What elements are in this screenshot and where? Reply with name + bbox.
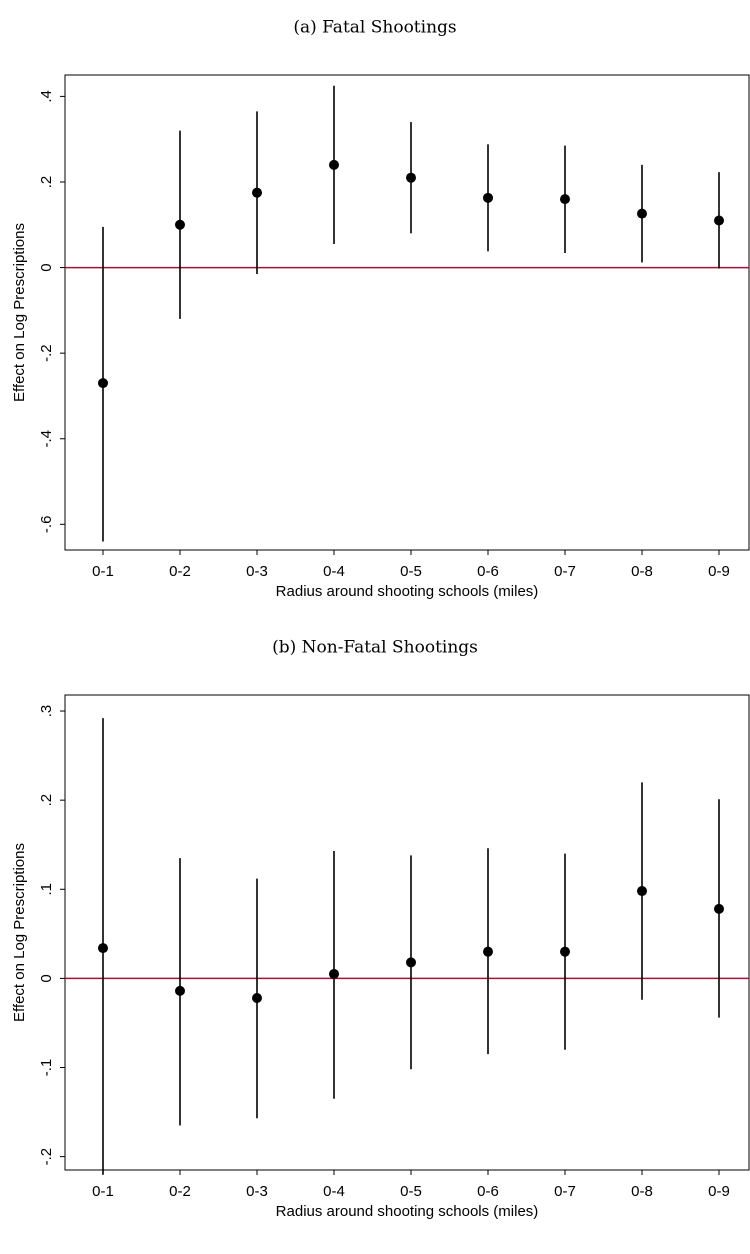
y-tick-label: -.2 (38, 1148, 55, 1166)
point-estimate (98, 943, 108, 954)
y-tick-label: 0 (38, 263, 55, 271)
x-tick-label: 0-6 (477, 1183, 499, 1200)
x-tick-label: 0-1 (92, 1183, 114, 1200)
x-axis-label: Radius around shooting schools (miles) (276, 1203, 539, 1220)
point-estimate (637, 886, 647, 897)
x-tick-label: 0-2 (169, 563, 191, 580)
point-estimate (98, 378, 108, 389)
chart-title: (b) Non-Fatal Shootings (272, 638, 478, 658)
point-estimate (175, 219, 185, 230)
x-tick-label: 0-5 (400, 1183, 422, 1200)
x-tick-label: 0-3 (246, 563, 268, 580)
x-tick-label: 0-4 (323, 1183, 345, 1200)
y-tick-label: 0 (38, 974, 55, 982)
y-tick-label: -.6 (38, 516, 55, 534)
x-axis-label: Radius around shooting schools (miles) (276, 583, 539, 600)
point-estimate (560, 946, 570, 957)
point-estimate (637, 208, 647, 219)
y-tick-label: -.2 (38, 344, 55, 362)
chart-title: (a) Fatal Shootings (293, 18, 456, 38)
y-axis-label: Effect on Log Prescriptions (11, 843, 28, 1022)
x-tick-label: 0-7 (554, 1183, 576, 1200)
point-estimate (329, 159, 339, 170)
point-estimate (483, 946, 493, 957)
y-tick-label: .2 (38, 176, 55, 189)
x-tick-label: 0-4 (323, 563, 345, 580)
x-tick-label: 0-5 (400, 563, 422, 580)
y-axis-label: Effect on Log Prescriptions (11, 223, 28, 402)
point-estimate (406, 172, 416, 183)
y-tick-label: -.1 (38, 1059, 55, 1077)
y-tick-label: .2 (38, 794, 55, 807)
x-tick-label: 0-8 (631, 1183, 653, 1200)
x-tick-label: 0-7 (554, 563, 576, 580)
point-estimate (560, 194, 570, 205)
x-tick-label: 0-9 (708, 563, 730, 580)
plot-frame (64, 694, 750, 1171)
point-estimate (329, 968, 339, 979)
point-estimate (406, 957, 416, 968)
x-tick-label: 0-9 (708, 1183, 730, 1200)
y-tick-label: -.4 (38, 430, 55, 448)
plot-frame (64, 74, 750, 551)
x-tick-label: 0-2 (169, 1183, 191, 1200)
point-estimate (175, 985, 185, 996)
point-estimate (483, 192, 493, 203)
point-estimate (714, 215, 724, 226)
y-tick-label: .1 (38, 883, 55, 896)
x-tick-label: 0-8 (631, 563, 653, 580)
x-tick-label: 0-3 (246, 1183, 268, 1200)
point-estimate (252, 187, 262, 198)
y-tick-label: .3 (38, 705, 55, 718)
point-estimate (714, 903, 724, 914)
y-tick-label: .4 (38, 90, 55, 103)
x-tick-label: 0-6 (477, 563, 499, 580)
x-tick-label: 0-1 (92, 563, 114, 580)
point-estimate (252, 993, 262, 1004)
